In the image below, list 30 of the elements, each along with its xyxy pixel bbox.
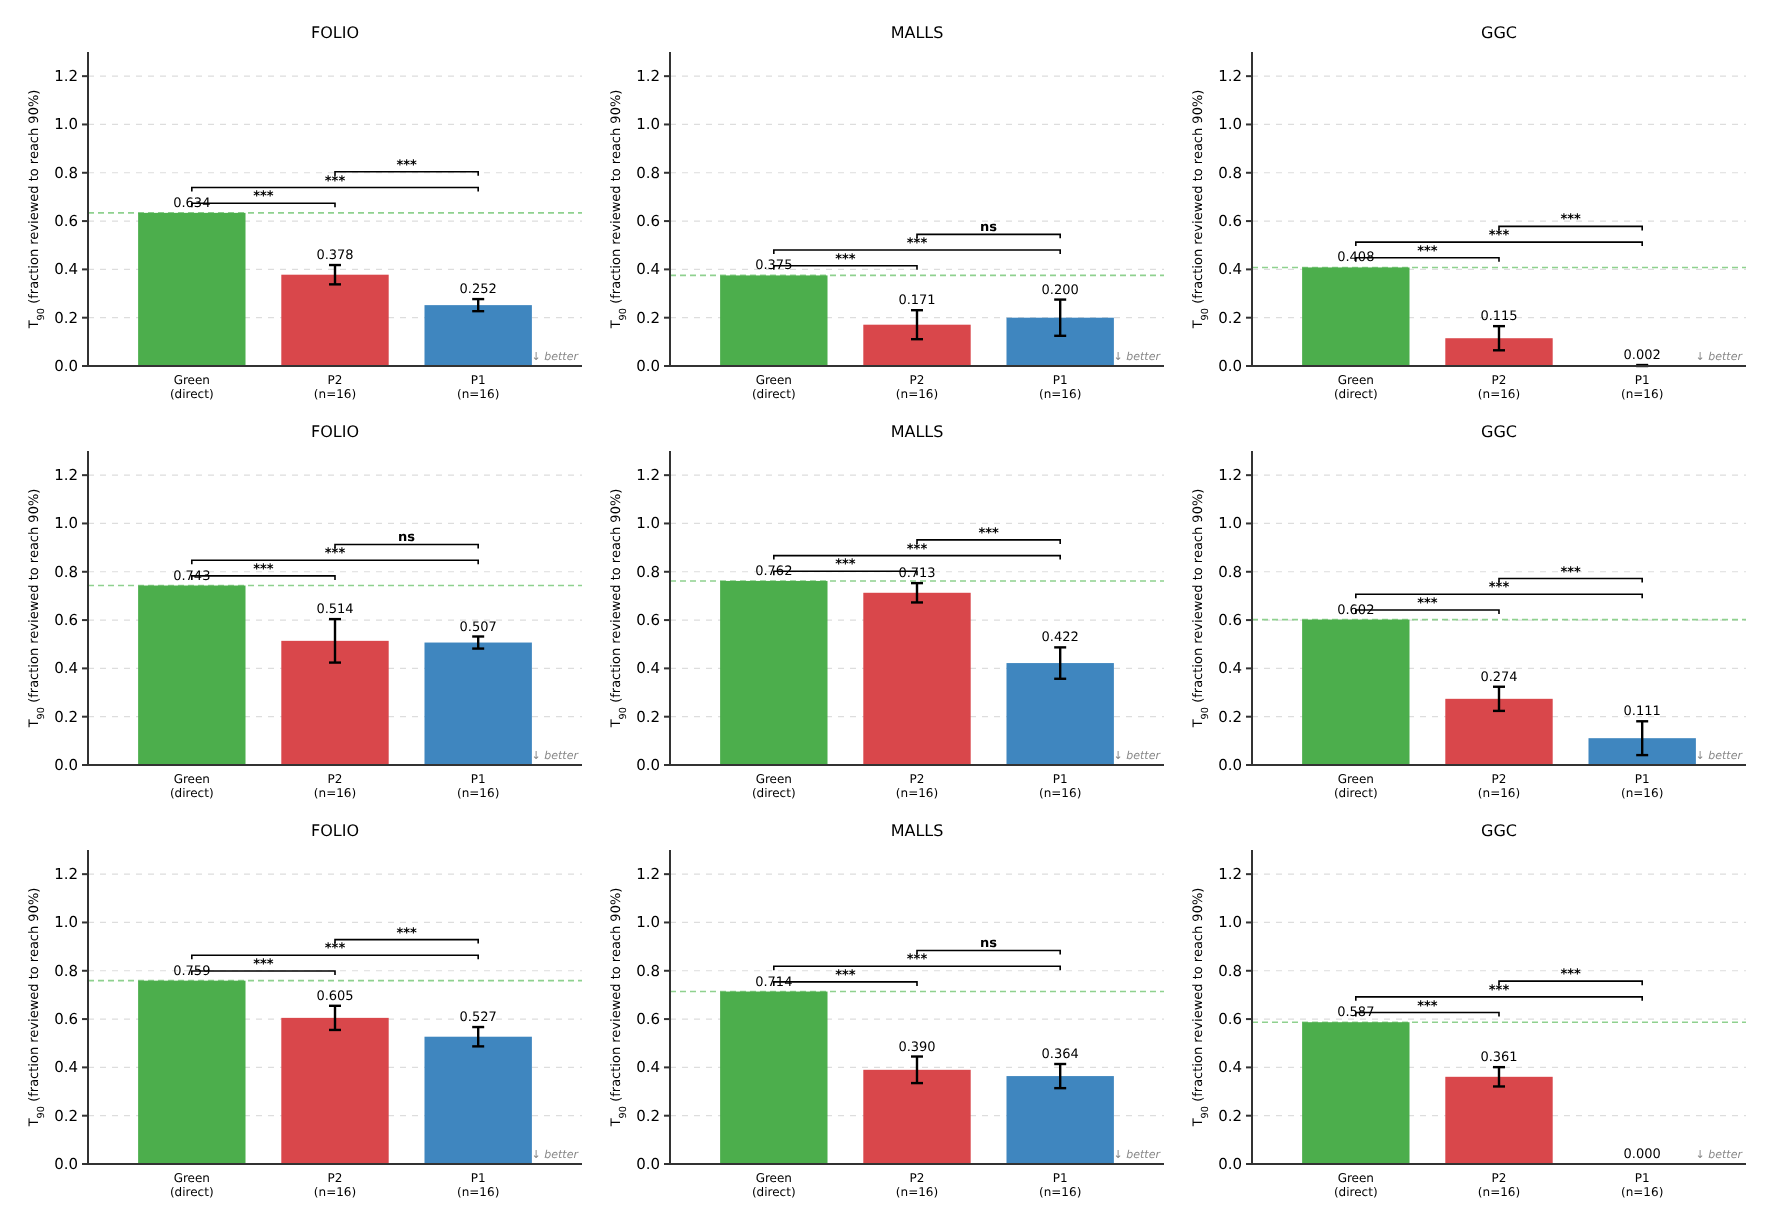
chart-title: MALLS — [890, 822, 944, 840]
bar — [138, 980, 246, 1164]
bar — [863, 592, 971, 765]
bar — [720, 275, 828, 366]
chart-title: FOLIO — [310, 822, 360, 840]
bar — [138, 585, 246, 765]
bar — [1006, 317, 1114, 366]
bar — [424, 1036, 532, 1164]
chart-title: GGC — [1481, 423, 1518, 441]
bar — [1302, 619, 1410, 765]
bar — [1445, 698, 1553, 765]
bar — [281, 640, 389, 765]
chart-title: GGC — [1481, 24, 1518, 42]
bar — [1006, 1076, 1114, 1164]
bar — [424, 305, 532, 366]
bar — [863, 1069, 971, 1164]
bar — [281, 274, 389, 366]
bar — [1006, 663, 1114, 765]
bar — [720, 991, 828, 1164]
bar — [424, 642, 532, 765]
bar — [138, 212, 246, 366]
chart-title: MALLS — [890, 423, 944, 441]
bar — [720, 580, 828, 765]
bar — [281, 1017, 389, 1164]
chart-title: FOLIO — [310, 423, 360, 441]
bar — [863, 324, 971, 366]
chart-title: MALLS — [890, 24, 944, 42]
bar — [1588, 738, 1696, 765]
chart-title: FOLIO — [310, 24, 360, 42]
chart-title: GGC — [1481, 822, 1518, 840]
